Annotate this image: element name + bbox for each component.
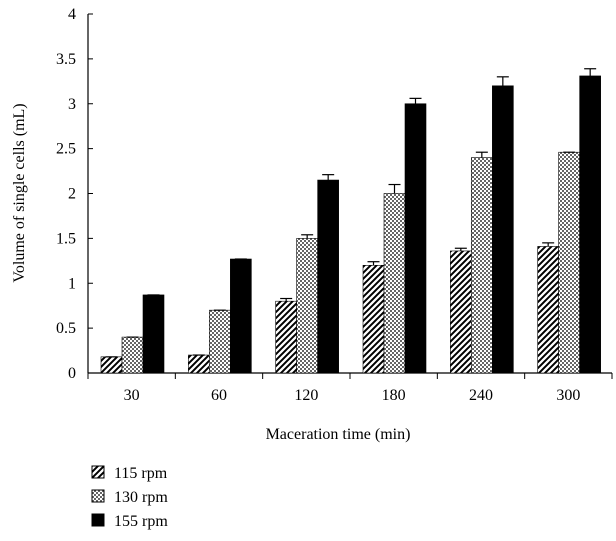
y-tick-label: 1 <box>68 275 76 292</box>
tick-labels: 0 0.5 1 1.5 2 2.5 3 3.5 4 30 60 120 180 240 300 <box>56 6 580 404</box>
y-tick-label: 0 <box>68 365 76 382</box>
bar <box>558 151 580 374</box>
x-tick-label: 240 <box>469 387 493 404</box>
x-tick-label: 300 <box>556 387 580 404</box>
legend-swatch <box>91 489 105 503</box>
x-axis-label: Maceration time (min) <box>266 426 411 443</box>
y-tick-label: 2.5 <box>56 141 76 158</box>
bar <box>142 294 165 374</box>
x-tick-label: 30 <box>124 387 140 404</box>
error-bars <box>105 68 597 358</box>
y-tick-label: 4 <box>68 6 76 23</box>
bar <box>275 300 297 374</box>
y-tick-label: 1.5 <box>56 230 76 247</box>
bar <box>537 246 559 374</box>
bars <box>100 75 601 374</box>
x-tick-label: 180 <box>382 387 406 404</box>
legend-label: 130 rpm <box>114 489 168 506</box>
bar <box>383 193 406 374</box>
legend-label: 115 rpm <box>114 465 168 482</box>
x-tick-label: 120 <box>294 387 318 404</box>
bar <box>492 85 514 374</box>
y-tick-label: 3.5 <box>56 51 76 68</box>
legend-swatch <box>91 465 105 479</box>
bar <box>230 258 252 374</box>
bar <box>404 103 427 374</box>
y-tick-label: 3 <box>68 96 76 113</box>
bar <box>209 309 231 374</box>
bar <box>188 354 210 374</box>
y-axis-label: Volume of single cells (mL) <box>11 103 28 282</box>
bar <box>121 336 144 374</box>
legend: 115 rpm 130 rpm 155 rpm <box>91 465 168 530</box>
bar <box>579 75 601 374</box>
legend-label: 155 rpm <box>114 513 168 530</box>
bar <box>471 157 493 374</box>
bar <box>100 356 123 374</box>
bar <box>317 179 339 374</box>
axes <box>87 13 613 379</box>
x-tick-label: 60 <box>211 387 227 404</box>
y-tick-label: 0.5 <box>56 320 76 337</box>
y-tick-label: 2 <box>68 186 76 203</box>
bar <box>450 250 472 374</box>
bar <box>296 238 318 374</box>
legend-swatch <box>91 513 105 527</box>
bar <box>362 264 385 374</box>
